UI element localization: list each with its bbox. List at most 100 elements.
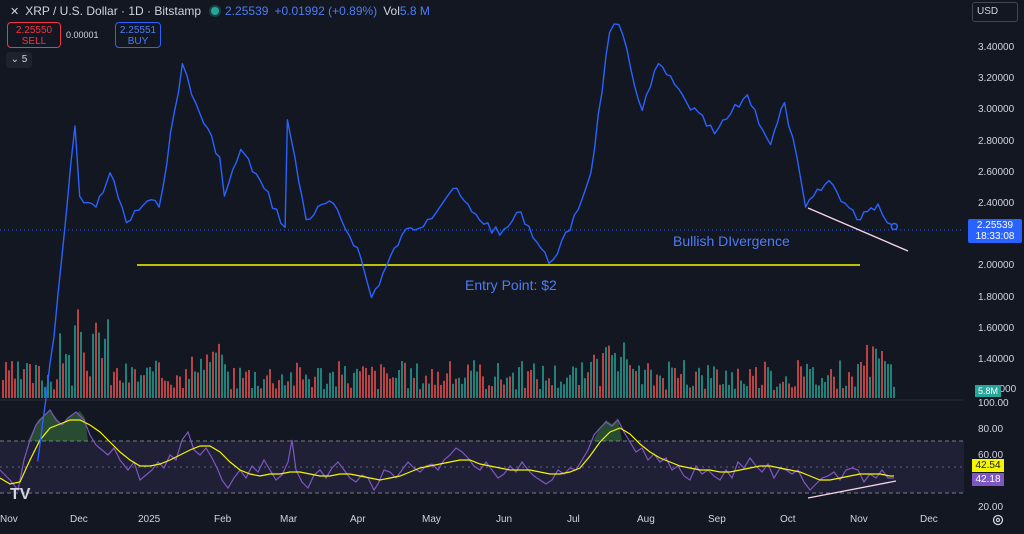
volume-bar	[170, 384, 172, 398]
volume-bars	[2, 309, 895, 398]
price-axis-label: 1.60000	[978, 322, 1015, 334]
volume-bar	[371, 366, 373, 398]
volume-bar	[41, 380, 43, 398]
volume-bar	[875, 348, 877, 398]
volume-bar	[86, 370, 88, 398]
volume-bar	[62, 363, 64, 398]
volume-bar	[662, 378, 664, 398]
volume-bar	[527, 371, 529, 398]
volume-bar	[182, 387, 184, 398]
rsi-axis-label: 20.00	[978, 502, 1004, 513]
volume-bar	[224, 364, 226, 398]
volume-bar	[641, 384, 643, 398]
volume-bar	[530, 369, 532, 398]
entry-point-label[interactable]: Entry Point: $2	[465, 277, 557, 293]
volume-bar	[119, 380, 121, 398]
volume-bar	[143, 375, 145, 398]
volume-bar	[542, 365, 544, 398]
volume-bar	[245, 371, 247, 398]
volume-bar	[218, 343, 220, 398]
buy-price: 2.25551	[119, 25, 157, 36]
volume-bar	[392, 377, 394, 398]
volume-bar	[575, 367, 577, 398]
volume-bar	[53, 389, 55, 398]
volume-bar	[824, 382, 826, 398]
volume-bar	[92, 333, 94, 398]
volume-bar	[845, 385, 847, 398]
volume-bar	[863, 365, 865, 398]
volume-bar	[407, 388, 409, 398]
volume-bar	[329, 372, 331, 398]
volume-bar	[539, 388, 541, 398]
volume-bar	[155, 360, 157, 398]
rsi-ma-line	[0, 419, 894, 485]
volume-bar	[848, 372, 850, 398]
volume-bar	[125, 363, 127, 398]
volume-bar	[629, 365, 631, 398]
volume-bar	[455, 378, 457, 398]
volume-bar	[710, 378, 712, 398]
volume-bar	[260, 388, 262, 398]
volume-bar	[578, 385, 580, 398]
volume-bar	[887, 363, 889, 398]
volume-bar	[389, 378, 391, 398]
volume-bar	[470, 370, 472, 398]
volume-bar	[719, 384, 721, 398]
volume-bar	[74, 325, 76, 398]
volume-bar	[890, 364, 892, 398]
symbol-title[interactable]: XRP / U.S. Dollar · 1D · Bitstamp	[25, 4, 202, 18]
volume-bar	[605, 347, 607, 398]
currency-select[interactable]: USD	[972, 2, 1018, 22]
volume-bar	[431, 368, 433, 398]
volume-bar	[884, 361, 886, 398]
bullish-divergence-label[interactable]: Bullish DIvergence	[673, 233, 790, 249]
volume-bar	[425, 375, 427, 398]
volume-bar	[581, 362, 583, 398]
volume-bar	[878, 358, 880, 398]
volume-bar	[209, 362, 211, 398]
gear-icon[interactable]	[991, 513, 1005, 527]
volume-bar	[338, 361, 340, 398]
volume-bar	[332, 371, 334, 398]
close-icon[interactable]: ✕	[10, 5, 20, 18]
volume-bar	[38, 365, 40, 398]
volume-bar	[545, 380, 547, 398]
volume-bar	[26, 363, 28, 398]
volume-bar	[14, 378, 16, 398]
volume-bar	[851, 376, 853, 398]
price-change: +0.01992 (+0.89%)	[274, 4, 378, 18]
rsi-ma-value: 42.54	[975, 460, 1001, 471]
time-axis-label: Dec	[920, 514, 938, 525]
symbol-header: ✕ XRP / U.S. Dollar · 1D · Bitstamp 2.25…	[0, 0, 960, 22]
time-axis-label: Mar	[280, 514, 298, 525]
volume-bar	[827, 375, 829, 398]
rsi-axis-label: 80.00	[978, 424, 1004, 435]
volume-bar	[116, 368, 118, 398]
volume-bar	[536, 379, 538, 398]
buy-button[interactable]: 2.25551 BUY	[115, 22, 161, 48]
indicators-toggle-button[interactable]: ⌄ 5	[6, 52, 32, 68]
volume-bar	[689, 387, 691, 398]
volume-bar	[98, 332, 100, 398]
volume-bar	[266, 375, 268, 398]
volume-bar	[476, 371, 478, 398]
tradingview-logo[interactable]: TV	[10, 486, 31, 503]
time-axis-label: Oct	[780, 514, 796, 525]
volume-bar	[242, 377, 244, 398]
volume-bar	[23, 369, 25, 398]
volume-bar	[521, 361, 523, 398]
price-axis-label: 3.40000	[978, 42, 1015, 53]
volume-bar	[548, 378, 550, 398]
volume-bar	[452, 383, 454, 398]
volume-bar	[731, 372, 733, 398]
sell-button[interactable]: 2.25550 SELL	[7, 22, 61, 48]
volume-bar	[743, 383, 745, 398]
volume-bar	[773, 389, 775, 398]
volume-bar	[770, 370, 772, 398]
price-axis-label: 2.40000	[978, 198, 1015, 209]
volume-bar	[482, 376, 484, 398]
volume-bar	[704, 388, 706, 398]
volume-bar	[410, 368, 412, 398]
volume-bar	[473, 360, 475, 398]
